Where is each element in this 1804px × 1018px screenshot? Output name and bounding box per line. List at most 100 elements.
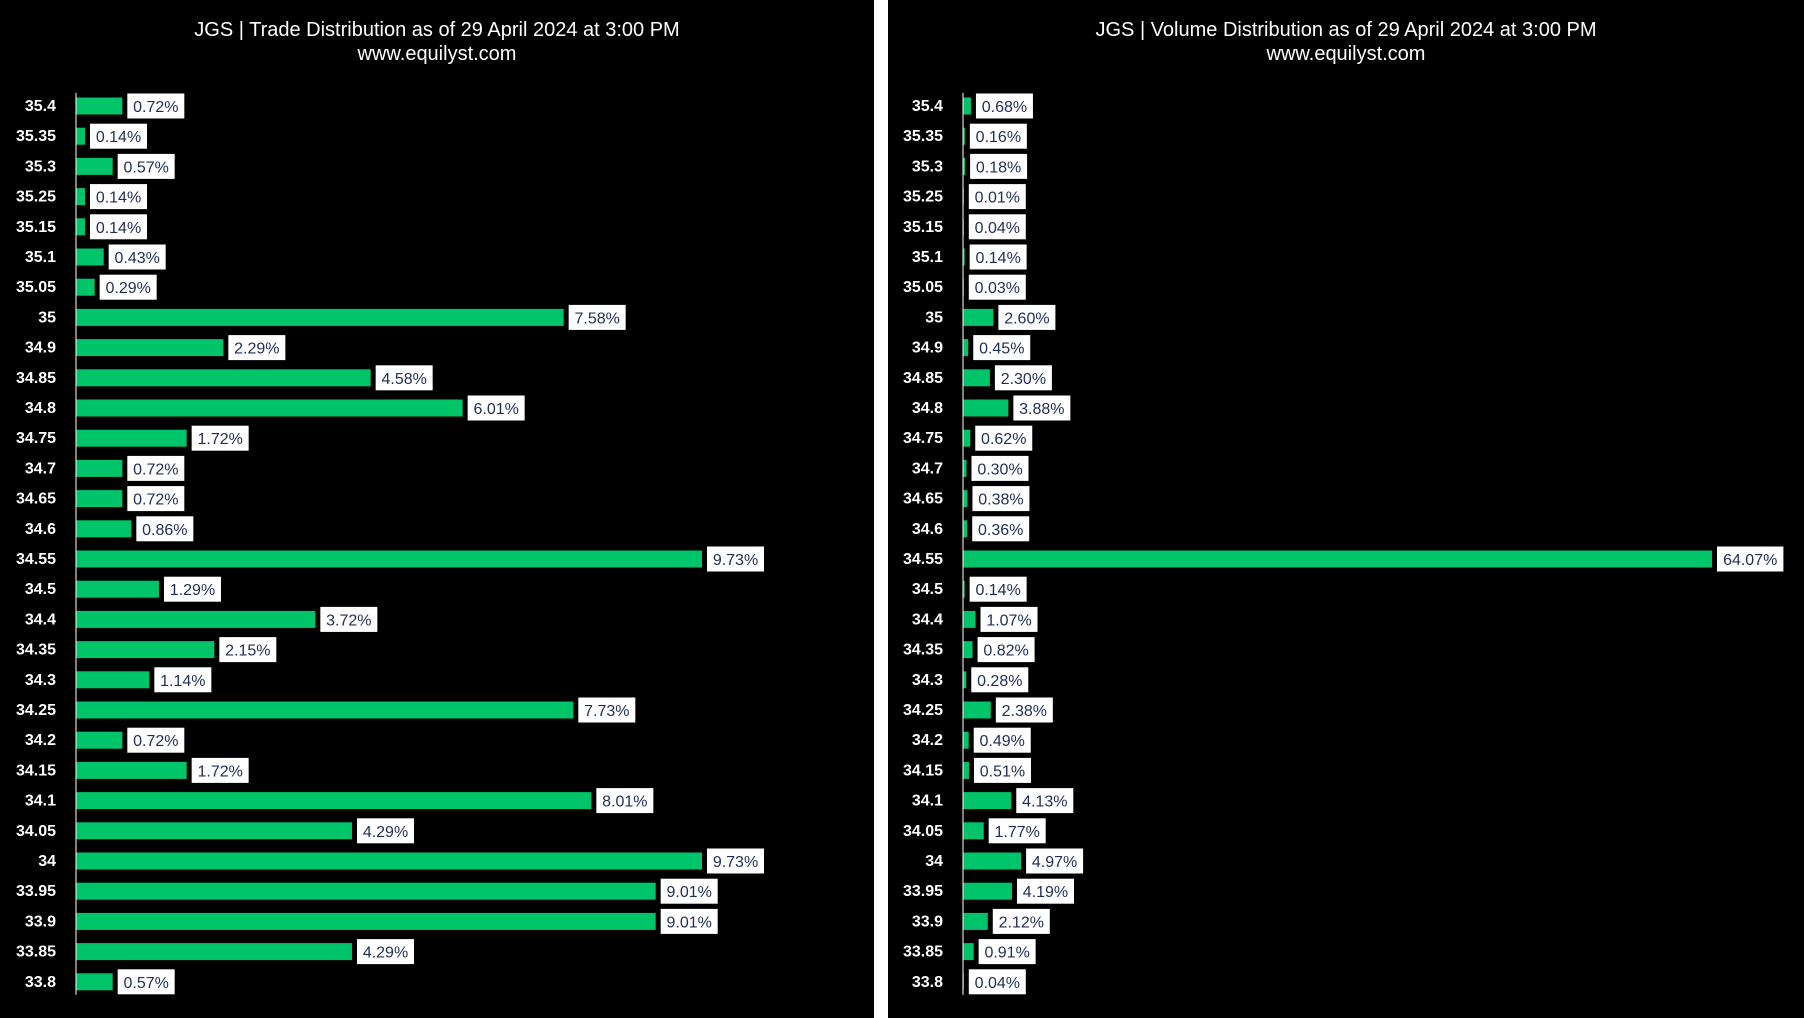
data-label: 0.14%	[96, 220, 141, 237]
category-tick-label: 34.65	[903, 491, 943, 508]
category-tick-label: 33.85	[16, 944, 56, 961]
data-label-box	[972, 516, 1030, 542]
bar	[76, 882, 656, 900]
data-label: 7.58%	[574, 310, 619, 327]
data-label: 4.13%	[1022, 794, 1067, 811]
category-tick-label: 35.15	[16, 219, 56, 236]
bar	[963, 701, 991, 719]
data-label: 0.86%	[142, 522, 187, 539]
category-tick-label: 34.9	[25, 340, 56, 357]
data-label-box	[968, 969, 1026, 995]
data-label-box	[977, 637, 1035, 663]
bar	[963, 550, 1712, 568]
category-tick-label: 33.85	[903, 944, 943, 961]
data-label-box	[995, 697, 1053, 723]
volume-distribution-panel: JGS | Volume Distribution as of 29 April…	[888, 0, 1804, 1018]
category-tick-label: 34.75	[16, 430, 56, 447]
data-label-box	[978, 939, 1036, 965]
bar	[76, 671, 150, 689]
data-label-box	[357, 939, 415, 965]
data-label-box	[975, 425, 1033, 451]
data-label: 64.07%	[1723, 552, 1777, 569]
category-tick-label: 34.55	[16, 551, 56, 568]
bar	[76, 399, 463, 417]
data-label: 0.28%	[977, 673, 1022, 690]
data-label: 4.97%	[1032, 854, 1077, 871]
data-label: 2.29%	[234, 341, 279, 358]
data-label-box	[90, 184, 148, 210]
data-label-box	[117, 969, 175, 995]
category-tick-label: 34.4	[912, 611, 943, 628]
data-label-box	[972, 486, 1030, 512]
data-label-box	[219, 637, 277, 663]
data-label: 0.30%	[977, 461, 1022, 478]
bar	[76, 278, 95, 296]
category-tick-label: 34.75	[903, 430, 943, 447]
bar	[963, 459, 967, 477]
category-tick-label: 34.5	[25, 581, 56, 598]
volume-distribution-chart: 35.4 0.68% 35.35 0.16% 35.3 0.18% 35.25 0.01% 35…	[903, 92, 1784, 995]
category-tick-label: 34.8	[25, 400, 56, 417]
data-label-box	[707, 546, 764, 572]
data-label-box	[127, 486, 185, 512]
data-label: 0.51%	[980, 763, 1025, 780]
data-label-box	[1717, 546, 1784, 572]
data-label-box	[127, 455, 185, 481]
data-label: 4.19%	[1023, 884, 1068, 901]
category-tick-label: 35.1	[912, 249, 943, 266]
data-label: 0.72%	[133, 461, 178, 478]
bar	[76, 218, 86, 236]
data-label-box	[988, 818, 1046, 844]
category-tick-label: 35.35	[16, 128, 56, 145]
data-label-box	[90, 214, 148, 240]
data-label: 1.14%	[160, 673, 205, 690]
data-label: 1.72%	[197, 431, 242, 448]
data-label: 1.77%	[995, 824, 1040, 841]
bar	[76, 641, 215, 659]
bar	[963, 761, 969, 779]
data-label: 2.38%	[1002, 703, 1047, 720]
bar	[963, 822, 984, 840]
data-label: 4.29%	[363, 945, 408, 962]
category-tick-label: 34	[925, 853, 943, 870]
data-label: 0.72%	[133, 733, 178, 750]
category-tick-label: 35.3	[25, 158, 56, 175]
category-tick-label: 34.2	[912, 732, 943, 749]
category-tick-label: 34.3	[25, 672, 56, 689]
category-tick-label: 34.05	[16, 823, 56, 840]
trade-distribution-panel: JGS | Trade Distribution as of 29 April …	[0, 0, 874, 1018]
bar	[76, 731, 123, 749]
bar	[76, 490, 123, 508]
category-tick-label: 34.1	[25, 793, 56, 810]
data-label-box	[660, 878, 718, 904]
category-tick-label: 35.4	[912, 98, 943, 115]
category-tick-label: 34.7	[25, 460, 56, 477]
bar	[963, 610, 976, 628]
data-label-box	[992, 908, 1050, 934]
bar	[76, 912, 656, 930]
data-label-box	[357, 818, 415, 844]
data-label-box	[578, 697, 636, 723]
data-label-box	[973, 727, 1031, 753]
chart-subtitle: www.equilyst.com	[357, 43, 517, 65]
data-label: 1.07%	[986, 612, 1031, 629]
bar	[963, 97, 971, 115]
data-label: 1.72%	[197, 763, 242, 780]
data-label-box	[975, 93, 1033, 119]
bar	[76, 308, 564, 326]
category-tick-label: 34.25	[16, 702, 56, 719]
data-label-box	[994, 365, 1052, 391]
data-label: 0.38%	[978, 492, 1023, 509]
data-label: 0.49%	[980, 733, 1025, 750]
data-label-box	[968, 184, 1026, 210]
data-label: 0.62%	[981, 431, 1026, 448]
data-label-box	[136, 516, 194, 542]
data-label: 0.36%	[978, 522, 1023, 539]
category-tick-label: 34.05	[903, 823, 943, 840]
data-label: 0.04%	[975, 220, 1020, 237]
data-label-box	[973, 335, 1031, 361]
category-tick-label: 35.1	[25, 249, 56, 266]
bar	[76, 248, 104, 266]
category-tick-label: 34.6	[912, 521, 943, 538]
data-label: 0.45%	[979, 341, 1024, 358]
